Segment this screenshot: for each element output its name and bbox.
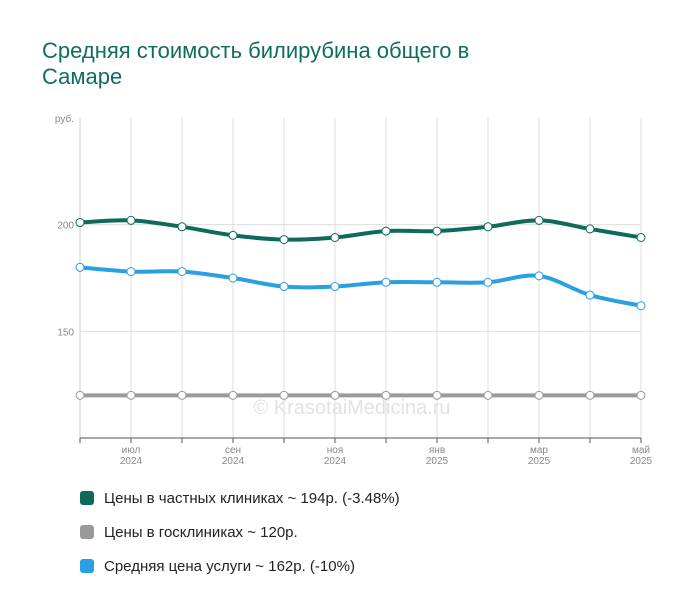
point (483, 390, 493, 400)
point (636, 390, 646, 400)
point (432, 277, 442, 287)
point (279, 390, 289, 400)
x-tick-label: 2025 (630, 456, 653, 467)
watermark: © KrasotaiMedicina.ru (253, 397, 450, 419)
x-tick-label: июл (122, 445, 141, 456)
point (534, 390, 544, 400)
legend-swatch (80, 559, 94, 573)
point (381, 277, 391, 287)
x-tick-label: 2025 (528, 456, 551, 467)
point (330, 390, 340, 400)
legend-label: Средняя цена услуги ~ 162р. (-10%) (104, 558, 355, 575)
x-tick-label: май (632, 445, 650, 456)
point (177, 267, 187, 277)
point (381, 226, 391, 236)
point (585, 224, 595, 234)
point (483, 222, 493, 232)
point (126, 215, 136, 225)
x-tick-label: ноя (327, 445, 344, 456)
legend-swatch (80, 525, 94, 539)
point (432, 226, 442, 236)
chart-title: Самаре (42, 64, 122, 89)
point (534, 271, 544, 281)
y-tick-label: 200 (57, 221, 74, 232)
x-tick-label: янв (429, 445, 445, 456)
x-tick-label: 2024 (222, 456, 245, 467)
point (126, 267, 136, 277)
series-line (79, 265, 642, 308)
point (636, 301, 646, 311)
point (177, 390, 187, 400)
legend-label: Цены в частных клиниках ~ 194р. (-3.48%) (104, 490, 400, 507)
point (279, 235, 289, 245)
point (330, 232, 340, 242)
point (432, 390, 442, 400)
point (228, 273, 238, 283)
point (75, 262, 85, 272)
point (177, 222, 187, 232)
point (381, 390, 391, 400)
point (636, 232, 646, 242)
point (75, 218, 85, 228)
point (75, 390, 85, 400)
point (228, 390, 238, 400)
chart-title: Средняя стоимость билирубина общего в (42, 38, 469, 63)
legend-label: Цены в госклиниках ~ 120р. (104, 524, 298, 541)
y-axis-label: руб. (55, 113, 74, 125)
point (330, 282, 340, 292)
point (585, 390, 595, 400)
y-tick-label: 150 (57, 327, 74, 338)
point (483, 277, 493, 287)
series-line (79, 218, 642, 242)
x-tick-label: сен (225, 445, 241, 456)
point (534, 215, 544, 225)
point (585, 290, 595, 300)
x-tick-label: 2024 (120, 456, 143, 467)
point (279, 282, 289, 292)
legend-swatch (80, 491, 94, 505)
point (126, 390, 136, 400)
point (228, 230, 238, 240)
x-tick-label: 2025 (426, 456, 449, 467)
x-tick-label: мар (530, 445, 548, 456)
x-tick-label: 2024 (324, 456, 347, 467)
